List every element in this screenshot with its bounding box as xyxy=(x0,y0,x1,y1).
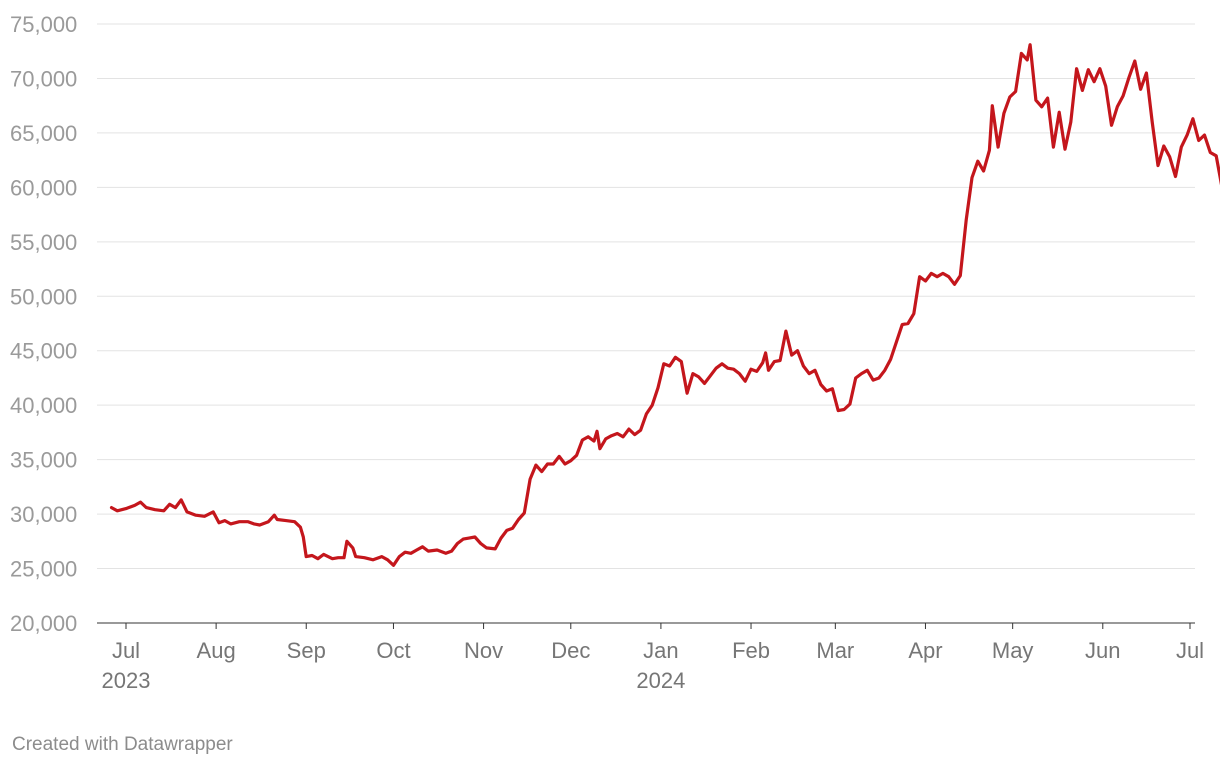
x-tick-label: Jul xyxy=(112,638,140,663)
x-tick-label: Feb xyxy=(732,638,770,663)
y-tick-label: 65,000 xyxy=(10,121,77,146)
y-tick-label: 55,000 xyxy=(10,230,77,255)
x-tick-label: Oct xyxy=(376,638,410,663)
series-group xyxy=(109,43,1220,567)
credit-text: Created with Datawrapper xyxy=(12,734,233,755)
x-tick-label: Jul xyxy=(1176,638,1204,663)
y-tick-label: 25,000 xyxy=(10,557,77,582)
line-chart: 20,000 25,000 30,000 35,000 40,000 45,000 50,0… xyxy=(10,12,1220,693)
y-axis: 20,000 25,000 30,000 35,000 40,000 45,000 50,0… xyxy=(10,12,77,636)
y-tick-label: 30,000 xyxy=(10,502,77,527)
x-tick-label: Aug xyxy=(197,638,236,663)
y-tick-label: 35,000 xyxy=(10,448,77,473)
series-line xyxy=(109,43,1220,567)
x-tick-label: May xyxy=(992,638,1034,663)
x-tick-label: Apr xyxy=(908,638,942,663)
x-tick-year-label: 2024 xyxy=(636,668,685,693)
x-axis: Jul 2023 Aug Sep Oct Nov Dec Jan 2024 Feb Mar Apr Ma… xyxy=(102,623,1204,693)
x-tick-label: Jun xyxy=(1085,638,1120,663)
y-tick-label: 75,000 xyxy=(10,12,77,37)
x-tick-label: Mar xyxy=(816,638,854,663)
y-tick-label: 45,000 xyxy=(10,339,77,364)
x-tick-year-label: 2023 xyxy=(102,668,151,693)
y-tick-label: 60,000 xyxy=(10,175,77,200)
y-tick-label: 20,000 xyxy=(10,611,77,636)
y-tick-label: 40,000 xyxy=(10,393,77,418)
x-tick-label: Nov xyxy=(464,638,503,663)
y-tick-label: 70,000 xyxy=(10,66,77,91)
gridlines xyxy=(97,23,1195,624)
x-tick-label: Dec xyxy=(551,638,590,663)
x-tick-label: Jan xyxy=(643,638,678,663)
x-tick-label: Sep xyxy=(287,638,326,663)
y-tick-label: 50,000 xyxy=(10,284,77,309)
